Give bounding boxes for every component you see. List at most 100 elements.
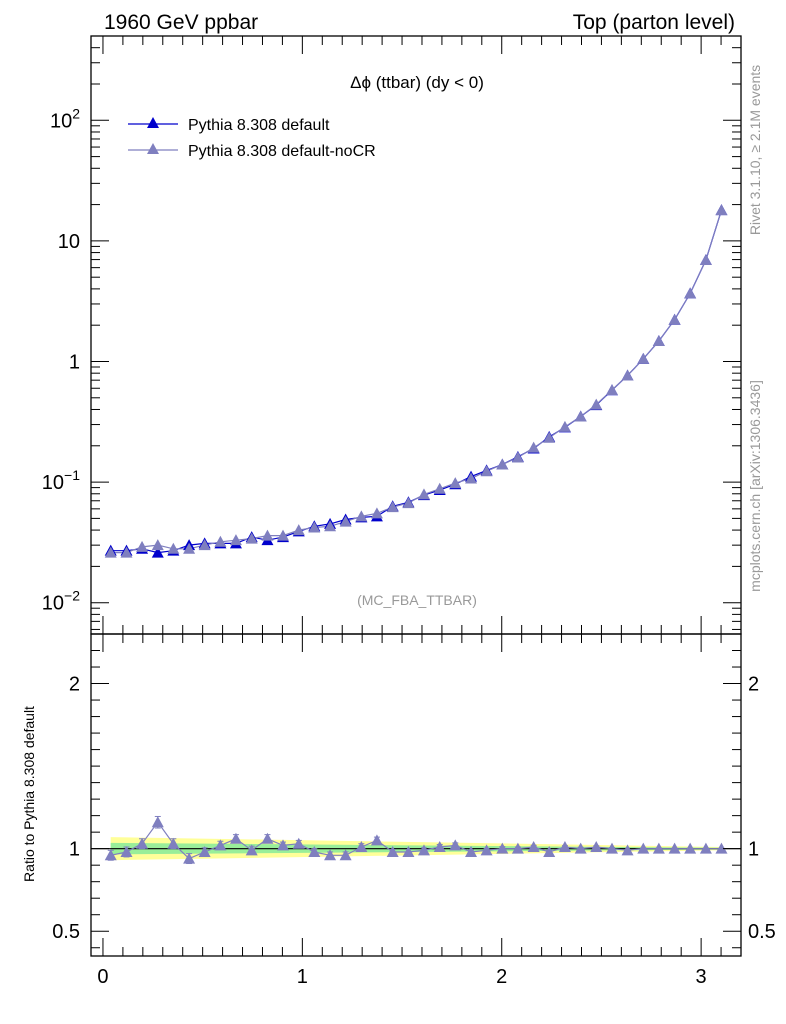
series-1-point-16	[355, 510, 368, 522]
ratio-point-16	[355, 841, 368, 853]
ratio-point-20	[417, 844, 430, 856]
legend-marker-nocr	[147, 143, 159, 154]
y-tick-label-0: 10−2	[42, 588, 80, 615]
series-1-point-5	[183, 542, 196, 554]
series-1-point-4	[167, 542, 180, 554]
series-1-point-34	[637, 352, 650, 364]
ratio-point-2	[136, 837, 149, 849]
ratio-series-line	[110, 821, 722, 860]
ratio-point-32	[605, 842, 618, 854]
ratio-point-17	[370, 834, 383, 846]
y-tick-label-4: 102	[50, 105, 80, 132]
series-1-point-10	[261, 529, 274, 541]
ratio-point-29	[558, 841, 571, 853]
ratio-point-9	[245, 844, 258, 856]
ratio-point-4	[167, 837, 180, 849]
ratio-point-11	[277, 839, 290, 851]
legend-label-nocr: Pythia 8.308 default-noCR	[188, 143, 376, 160]
ratio-point-39	[715, 842, 728, 854]
series-line-0	[110, 209, 723, 554]
ratio-point-33	[621, 844, 634, 856]
main-title: Δϕ (ttbar) (dy < 0)	[350, 73, 484, 92]
ratio-y-axis-label: Ratio to Pythia 8.308 default	[21, 706, 37, 882]
ratio-point-5	[183, 852, 196, 864]
ratio-y-tick-label-right-1: 1	[748, 839, 759, 861]
ratio-point-38	[699, 842, 712, 854]
series-1-point-28	[543, 431, 556, 443]
ratio-x-ticks: 0 1 2 3	[97, 634, 742, 988]
series-1-point-27	[527, 441, 540, 453]
series-1-point-23	[465, 472, 478, 484]
series-1-point-22	[449, 477, 462, 489]
y-tick-label-2: 1	[69, 351, 80, 373]
ratio-point-25	[496, 842, 509, 854]
x-tick-label-3: 3	[696, 966, 707, 988]
ratio-point-21	[433, 841, 446, 853]
ratio-point-6	[198, 845, 211, 857]
series-1-point-13	[308, 521, 321, 533]
ratio-point-14	[324, 849, 337, 861]
series-1-point-26	[511, 451, 524, 463]
ratio-point-31	[590, 841, 603, 853]
rivet-credit: Rivet 3.1.10, ≥ 2.1M events	[747, 65, 763, 235]
series-1-point-9	[245, 532, 258, 544]
y-tick-label-1: 10−1	[42, 467, 80, 494]
ratio-point-18	[386, 845, 399, 857]
main-y-ticks: 10−2 10−1 1 10 102	[42, 35, 741, 630]
series-1-point-1	[120, 546, 133, 558]
ratio-point-7	[214, 839, 227, 851]
ratio-y-tick-label-left-1: 1	[69, 839, 80, 861]
ratio-frame	[90, 633, 742, 957]
series-1-point-36	[668, 313, 681, 325]
ratio-point-8	[229, 832, 242, 844]
series-1-point-25	[496, 458, 509, 470]
series-1-point-7	[214, 535, 227, 547]
series-1-point-12	[292, 524, 305, 536]
series-1-point-29	[558, 420, 571, 432]
ratio-y-tick-label-right-2: 2	[748, 674, 759, 696]
series-1-point-20	[417, 488, 430, 500]
series-1-point-39	[715, 204, 728, 216]
ratio-point-12	[292, 837, 305, 849]
series-1-point-17	[370, 507, 383, 519]
ratio-point-24	[480, 844, 493, 856]
series-1-point-0	[104, 546, 117, 558]
ratio-point-19	[402, 845, 415, 857]
ratio-y-tick-label-left-0: 0.5	[52, 921, 80, 943]
series-line-1	[110, 209, 723, 554]
header-left: 1960 GeV ppbar	[104, 11, 258, 34]
series-1-point-33	[621, 369, 634, 381]
series-1-point-2	[136, 540, 149, 552]
series-1-point-6	[198, 539, 211, 551]
ratio-y-tick-label-left-2: 2	[69, 674, 80, 696]
ratio-point-35	[652, 842, 665, 854]
main-panel: 10−2 10−1 1 10 102 Δϕ (ttbar) (dy < 0) (MC_F…	[42, 35, 742, 635]
ratio-point-28	[543, 845, 556, 857]
series-1-point-15	[339, 515, 352, 527]
mcplots-credit: mcplots.cern.ch [arXiv:1306.3436]	[747, 380, 763, 592]
x-tick-label-2: 2	[496, 966, 507, 988]
ratio-point-37	[684, 842, 697, 854]
series-1-point-37	[684, 287, 697, 299]
ratio-marks	[91, 815, 741, 865]
series-0-point-3	[151, 546, 164, 558]
series-1-point-31	[590, 398, 603, 410]
series-1-point-24	[480, 465, 493, 477]
y-tick-label-3: 10	[58, 231, 80, 253]
ratio-point-26	[511, 842, 524, 854]
legend-label-default: Pythia 8.308 default	[188, 117, 330, 134]
ratio-point-36	[668, 842, 681, 854]
series-1-point-21	[433, 482, 446, 494]
series-1-point-3	[151, 539, 164, 551]
ratio-y-ticks: 0.5 0.5 1 1 2 2	[52, 650, 776, 949]
main-x-ticks	[102, 36, 742, 634]
ratio-point-3	[151, 816, 164, 828]
series-1-point-18	[386, 501, 399, 513]
x-tick-label-0: 0	[97, 966, 108, 988]
ratio-point-1	[120, 845, 133, 857]
ratio-point-10	[261, 832, 274, 844]
main-marks	[104, 204, 728, 558]
series-1-point-30	[574, 410, 587, 422]
ratio-point-15	[339, 849, 352, 861]
ratio-point-23	[465, 845, 478, 857]
